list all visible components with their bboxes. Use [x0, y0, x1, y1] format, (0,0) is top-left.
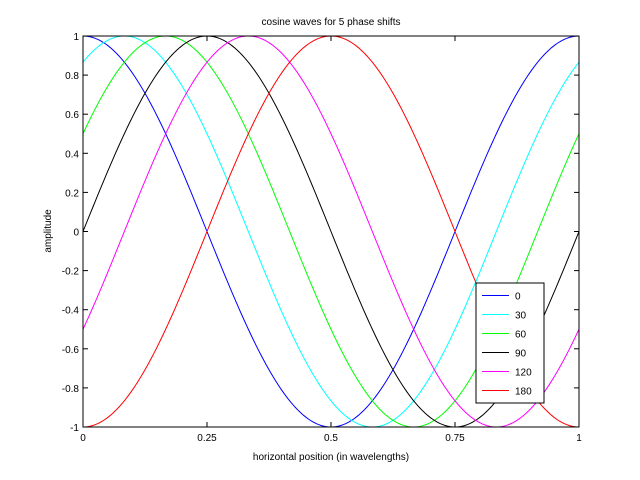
y-tick-label: 0.8 — [65, 71, 79, 82]
x-tick-label: 0.5 — [324, 433, 338, 444]
y-tick-label: -0.8 — [62, 384, 80, 395]
plot-frame — [82, 35, 580, 428]
x-tick-label: 0.25 — [197, 433, 217, 444]
y-tick-label: -0.2 — [62, 267, 80, 278]
legend-label-120: 120 — [515, 368, 532, 379]
legend-box — [475, 282, 545, 404]
legend-label-0: 0 — [515, 292, 521, 303]
y-tick-label: -0.4 — [62, 306, 80, 317]
legend-label-90: 90 — [515, 349, 527, 360]
x-tick-label: 0.75 — [445, 433, 465, 444]
x-axis-title: horizontal position (in wavelengths) — [253, 452, 409, 463]
y-tick-label: 0.2 — [65, 188, 79, 199]
legend: 0 30 60 90 120 180 — [475, 282, 545, 404]
y-tick-label: 1 — [73, 32, 79, 43]
legend-label-180: 180 — [515, 387, 532, 398]
y-tick-label: -0.6 — [62, 345, 80, 356]
x-tick-label: 0 — [80, 433, 86, 444]
y-tick-label: -1 — [70, 423, 79, 434]
x-tick-label: 1 — [576, 433, 582, 444]
chart-title: cosine waves for 5 phase shifts — [262, 17, 401, 28]
legend-label-60: 60 — [515, 330, 527, 341]
y-tick-label: 0.4 — [65, 149, 79, 160]
legend-label-30: 30 — [515, 311, 527, 322]
y-axis-title: amplitude — [43, 209, 54, 253]
y-tick-label: 0.6 — [65, 110, 79, 121]
y-tick-label: 0 — [73, 228, 79, 239]
